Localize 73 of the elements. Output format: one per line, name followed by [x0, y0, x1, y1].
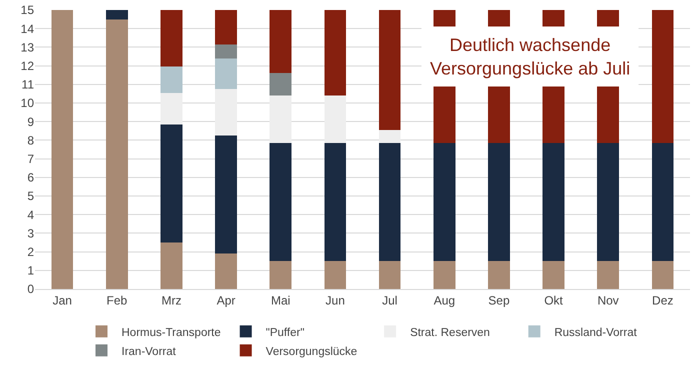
bar	[160, 242, 182, 289]
bar	[378, 142, 401, 262]
bar	[378, 261, 401, 289]
y-tick-label: 7	[27, 152, 34, 166]
x-tick-label: Dez	[652, 294, 674, 308]
bar	[433, 261, 456, 289]
legend-label: Iran-Vorrat	[122, 346, 177, 358]
bar	[270, 142, 292, 262]
bar	[160, 66, 182, 93]
y-tick-label: 11	[22, 78, 34, 92]
y-tick-label: 0	[27, 282, 34, 296]
legend-label: Versorgungslücke	[266, 346, 358, 358]
legend-label: "Puffer"	[266, 326, 304, 339]
y-tick-label: 13	[20, 40, 34, 54]
bar	[324, 142, 346, 262]
x-tick-label: Sep	[488, 294, 510, 308]
bar	[542, 142, 564, 262]
bar	[160, 124, 182, 242]
bar	[215, 58, 237, 90]
bar	[215, 44, 237, 58]
bar	[378, 10, 401, 130]
bar	[324, 10, 346, 96]
y-tick-label: 15	[20, 3, 34, 18]
legend-label: Hormus-Transporte	[122, 326, 221, 339]
x-tick-label: Apr	[216, 294, 236, 308]
bar	[433, 142, 456, 262]
bar	[215, 10, 237, 44]
bar	[270, 261, 292, 289]
y-tick-label: 4	[27, 208, 34, 222]
bar	[215, 89, 237, 136]
y-tick-label: 9	[27, 114, 34, 129]
x-tick-label: Mai	[270, 294, 290, 308]
y-tick-label: 10	[20, 96, 34, 110]
y-tick-label: 14	[20, 22, 34, 36]
y-tick-label: 12	[20, 59, 34, 73]
bar	[51, 10, 74, 289]
x-tick-label: Feb	[106, 294, 128, 308]
x-tick-label: Aug	[434, 294, 456, 308]
y-tick-label: 1	[27, 264, 34, 278]
bar	[106, 19, 128, 289]
bar	[324, 96, 346, 143]
bar	[542, 261, 564, 289]
x-tick-label: Jun	[326, 294, 345, 308]
y-tick-label: 8	[27, 133, 34, 148]
x-tick-label: Okt	[544, 294, 564, 308]
bar	[488, 142, 510, 262]
x-tick-label: Nov	[597, 294, 619, 308]
legend-label: Strat. Reserven	[410, 326, 490, 339]
y-tick-label: 6	[27, 170, 34, 185]
y-tick-label: 3	[27, 226, 34, 240]
bar	[215, 136, 237, 254]
bar	[215, 254, 237, 289]
bar	[488, 261, 510, 289]
bar	[106, 10, 128, 20]
bar	[652, 10, 674, 143]
bar	[270, 96, 292, 143]
x-tick-label: Jul	[382, 294, 398, 308]
bar	[652, 142, 674, 262]
bar	[270, 73, 292, 96]
annotation: Deutlich wachsende Versorgungslücke ab Juli	[430, 35, 630, 78]
bar	[597, 261, 620, 289]
y-tick-label: 2	[27, 245, 34, 259]
bar	[652, 261, 674, 289]
x-tick-label: Jan	[52, 294, 72, 308]
x-tick-label: Mrz	[161, 294, 182, 308]
bar	[160, 10, 182, 67]
bar	[324, 261, 346, 289]
legend-label: Russland-Vorrat	[554, 326, 638, 339]
y-tick-label: 5	[27, 189, 34, 204]
bar	[270, 10, 292, 74]
bar	[160, 92, 182, 124]
bar	[378, 130, 401, 143]
bar	[597, 142, 620, 262]
